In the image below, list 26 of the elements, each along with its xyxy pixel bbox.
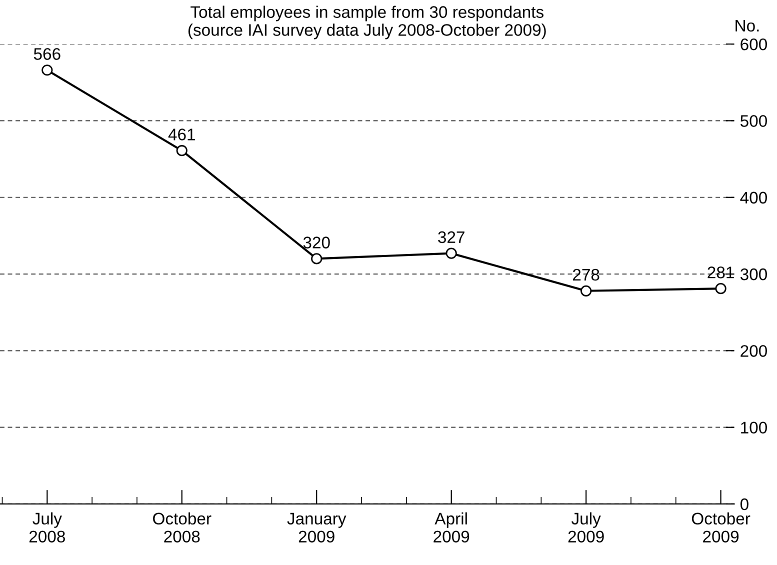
- y-tick-label: 600: [740, 38, 767, 50]
- point: [42, 64, 53, 76]
- data-label: 566: [34, 48, 60, 60]
- point: [176, 145, 188, 156]
- y-axis-title: No.: [736, 20, 759, 32]
- x-tick-label: July 2008: [29, 512, 65, 543]
- y-tick-label: 500: [740, 115, 767, 127]
- point: [715, 283, 726, 294]
- y-tick-label: 300: [740, 268, 767, 280]
- x-tick-label: April 2009: [434, 512, 470, 543]
- chart-title: Total employees in sample from 30 respondants (source IAI survey data July 2008-October 2009): [188, 6, 546, 40]
- point: [311, 253, 322, 264]
- x-tick-label: October 2008: [153, 512, 212, 543]
- y-tick-label: 100: [741, 422, 767, 434]
- x-tick-label: January 2009: [287, 512, 346, 543]
- y-tick-label: 200: [740, 345, 767, 357]
- data-label: 461: [168, 128, 195, 140]
- x-tick-label: October 2009: [692, 512, 750, 543]
- y-tick-label: 400: [740, 192, 767, 204]
- data-label: 320: [303, 236, 330, 248]
- x-tick-label: July 2009: [568, 512, 604, 543]
- y-tick-label: 0: [740, 498, 748, 510]
- point: [446, 248, 457, 259]
- point: [580, 285, 592, 296]
- data-label: 278: [573, 268, 600, 281]
- data-label: 327: [438, 231, 464, 244]
